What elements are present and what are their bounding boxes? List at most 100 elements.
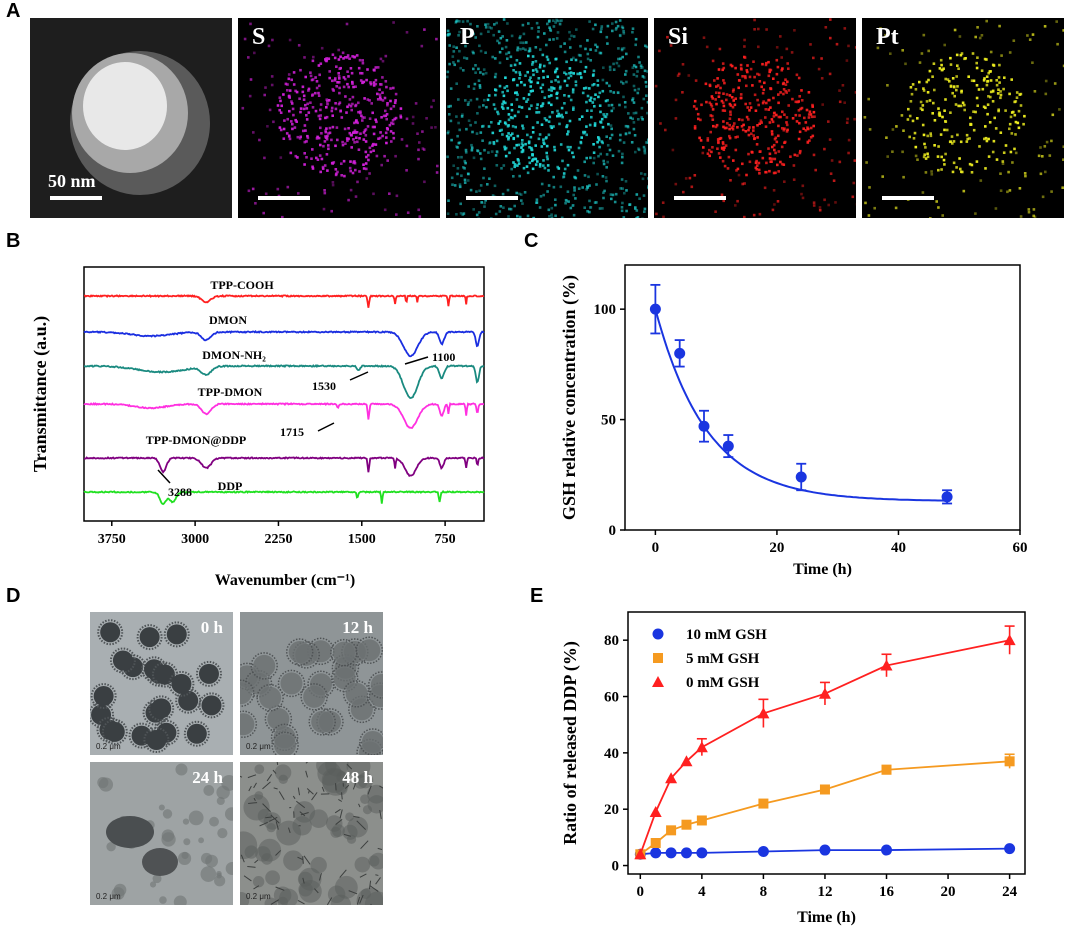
eds-pixel [916,158,919,161]
eds-pixel [911,119,915,123]
x-axis-label: Time (h) [797,909,856,926]
eds-map-pt: Pt [862,18,1064,218]
eds-pixel [366,68,369,71]
eds-pixel [361,59,364,62]
eds-pixel [974,110,977,114]
eds-pixel [289,151,293,155]
eds-pixel [958,157,961,160]
eds-pixel [490,121,493,124]
eds-pixel [933,144,936,147]
eds-pixel [366,125,370,128]
eds-pixel [984,167,987,170]
eds-pixel [594,43,597,47]
eds-pixel [828,138,832,141]
eds-pixel [823,147,826,151]
eds-pixel [555,18,558,22]
eds-pixel [306,136,310,140]
eds-pixel [605,135,608,138]
eds-pixel [841,84,845,87]
eds-pixel [324,135,327,138]
eds-pixel [1015,91,1019,94]
eds-pixel [949,84,953,88]
eds-pixel [771,208,775,212]
eds-pixel [584,65,588,69]
eds-pixel [572,108,575,111]
x-tick-label: 3750 [98,532,126,547]
eds-pixel [598,91,602,95]
eds-pixel [361,81,364,85]
eds-pixel [497,30,501,33]
eds-pixel [795,120,799,123]
eds-pixel [731,127,735,131]
particle-spikes [330,638,358,667]
eds-pixel [285,132,289,135]
fiber [367,785,372,795]
eds-pixel [555,67,559,71]
eds-pixel [785,123,789,127]
eds-pixel [922,155,926,159]
debris [221,775,233,791]
eds-pixel [543,96,547,99]
eds-pixel [610,103,614,107]
eds-pixel [634,207,637,210]
debris [188,810,204,826]
eds-pixel [512,69,515,72]
eds-pixel [798,121,801,125]
eds-pixel [474,64,477,67]
eds-pixel [901,49,904,52]
eds-pixel [1014,133,1017,136]
eds-pixel [462,69,465,72]
eds-pixel [827,203,830,207]
eds-pixel [907,107,910,111]
eds-pixel [266,125,269,128]
eds-pixel [542,76,545,79]
eds-pixel [570,34,573,38]
eds-pixel [919,107,923,110]
eds-pixel [607,104,611,107]
eds-pixel [721,141,725,144]
eds-pixel [710,105,714,108]
eds-pixel [955,53,959,57]
eds-pixel [563,102,566,105]
annotation-1100: 1100 [432,350,455,364]
eds-pixel [518,36,522,40]
eds-pixel [618,19,622,22]
eds-pixel [521,23,525,27]
eds-pixel [773,148,776,152]
eds-pixel [936,155,940,158]
eds-pixel [724,144,728,147]
eds-pixel [446,155,449,159]
eds-pixel [346,54,350,57]
eds-pixel [523,83,526,87]
eds-pixel [989,90,993,94]
eds-pixel [295,120,298,123]
x-tick-label: 0 [637,884,645,900]
eds-pixel [987,155,991,158]
scale-bar [50,196,102,200]
eds-pixel [330,138,333,142]
eds-pixel [591,83,594,87]
eds-pixel [812,204,816,207]
fiber [297,899,305,905]
fiber [272,769,277,774]
eds-pixel [719,156,722,159]
panel-label-d: D [6,585,21,607]
eds-pixel [610,133,614,137]
eds-pixel [537,30,540,33]
eds-pixel [288,134,291,137]
eds-pixel [1062,29,1064,32]
eds-pixel [299,135,302,139]
eds-pixel [463,167,466,170]
eds-pixel [622,141,626,144]
eds-pixel [757,161,761,165]
background [446,18,648,218]
eds-pixel [588,210,591,214]
eds-pixel [290,102,294,105]
eds-pixel [884,33,887,37]
eds-pixel [479,184,483,187]
eds-pixel [512,78,515,82]
nanoparticle [112,650,133,671]
eds-pixel [588,87,591,90]
eds-pixel [446,70,450,74]
eds-pixel [287,73,291,76]
